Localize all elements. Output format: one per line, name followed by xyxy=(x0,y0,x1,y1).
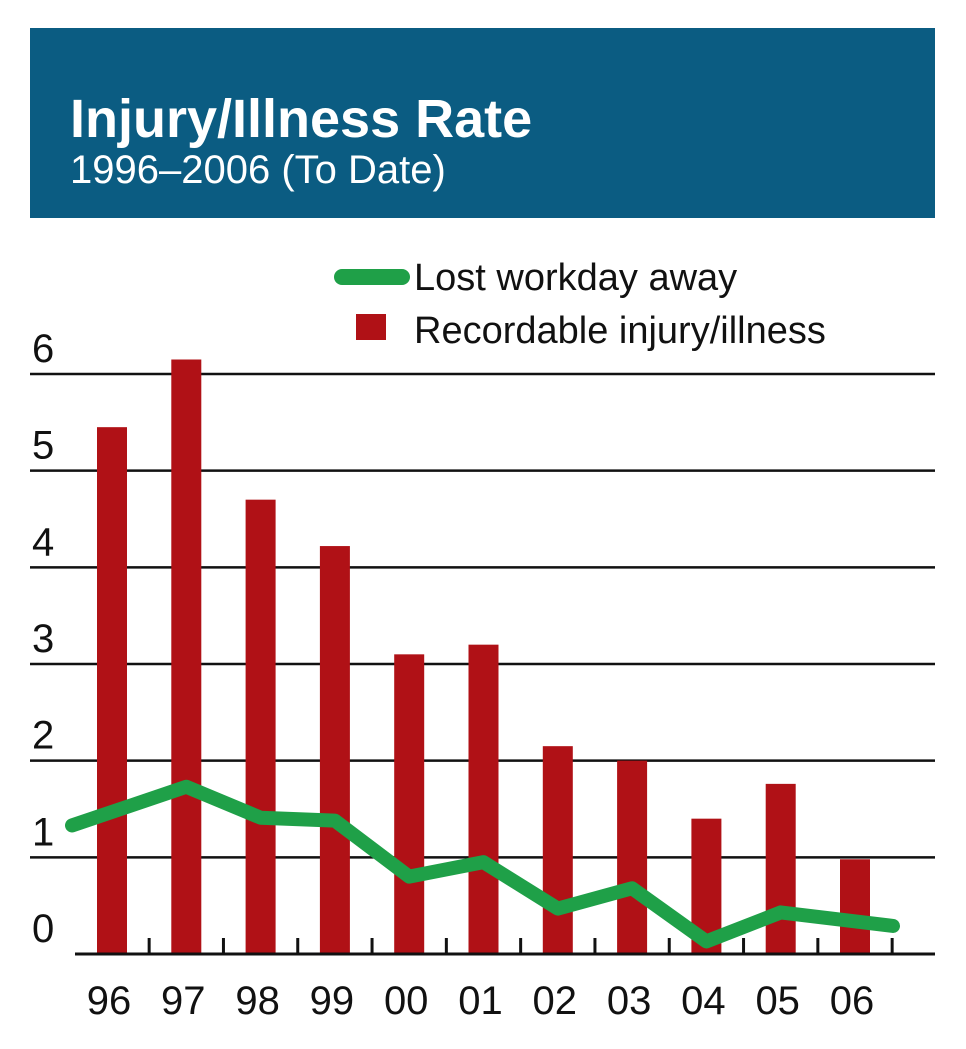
chart-header: Injury/Illness Rate 1996–2006 (To Date) xyxy=(30,28,935,218)
bar-series xyxy=(97,359,870,955)
x-tick-labels: 96 97 98 99 00 01 02 03 04 05 06 xyxy=(87,979,875,1023)
legend-bar-label: Recordable injury/illness xyxy=(414,310,826,352)
bar xyxy=(468,644,499,954)
y-tick-label: 1 xyxy=(32,810,54,854)
x-tick-label: 97 xyxy=(161,979,206,1023)
y-tick-label: 4 xyxy=(32,520,54,564)
x-tick-label: 06 xyxy=(830,979,875,1023)
x-tick-label: 03 xyxy=(607,979,652,1023)
bar xyxy=(617,760,648,954)
x-axis xyxy=(75,938,935,956)
x-tick-label: 05 xyxy=(755,979,800,1023)
y-tick-label: 6 xyxy=(32,327,54,371)
bar xyxy=(840,859,870,954)
x-tick-label: 02 xyxy=(533,979,578,1023)
line-series xyxy=(65,779,900,949)
chart-subtitle: 1996–2006 (To Date) xyxy=(70,148,446,192)
legend-line-label: Lost workday away xyxy=(414,257,737,299)
x-tick-label: 01 xyxy=(458,979,503,1023)
x-tick-label: 00 xyxy=(384,979,429,1023)
y-tick-label: 2 xyxy=(32,714,54,758)
chart-title: Injury/Illness Rate xyxy=(70,89,533,149)
y-tick-label: 5 xyxy=(32,424,54,468)
bar xyxy=(542,746,573,954)
y-tick-labels: 0 1 2 3 4 5 6 xyxy=(32,327,54,951)
y-tick-label: 0 xyxy=(32,907,54,951)
x-tick-label: 04 xyxy=(681,979,726,1023)
x-tick-label: 96 xyxy=(87,979,132,1023)
bar xyxy=(245,499,276,954)
series-line xyxy=(65,779,900,949)
y-tick-label: 3 xyxy=(32,617,54,661)
legend: Lost workday away Recordable injury/illn… xyxy=(334,257,826,352)
bar xyxy=(765,783,796,954)
bar xyxy=(171,359,202,954)
bar xyxy=(319,546,350,954)
legend-bar-swatch xyxy=(356,314,386,340)
bar xyxy=(97,427,127,955)
bar xyxy=(394,654,425,954)
x-tick-label: 99 xyxy=(310,979,355,1023)
x-tick-label: 98 xyxy=(235,979,280,1023)
